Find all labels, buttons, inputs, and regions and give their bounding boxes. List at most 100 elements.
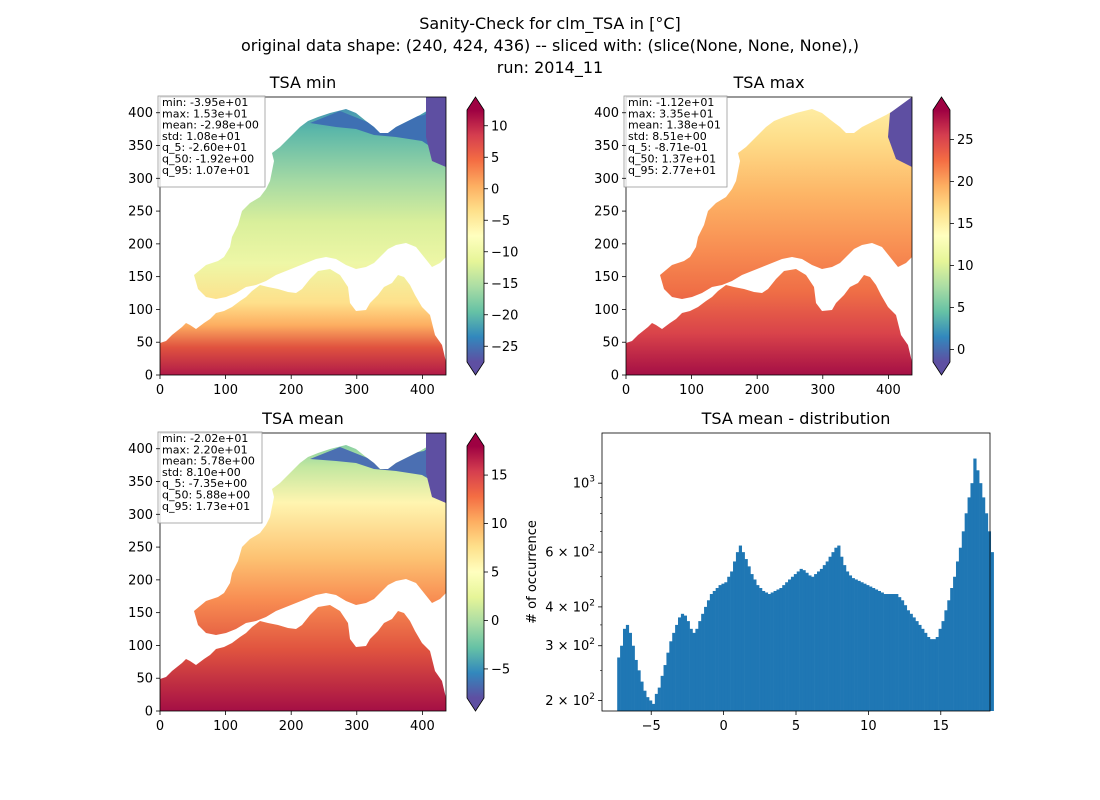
hist-ytick-label: 6 × 102 [545, 544, 595, 561]
hist-bar [802, 570, 806, 711]
hist-bar [698, 621, 702, 711]
map-max-ytick-label: 400 [594, 106, 619, 121]
hist-bar [657, 687, 661, 711]
map-mean-ytick-label: 250 [128, 541, 153, 556]
hist-bar [935, 637, 939, 711]
hist-bar [617, 657, 621, 711]
hist-bar [866, 585, 870, 711]
hist-bar [773, 590, 777, 711]
map-mean-colorbar-tick-label: −5 [491, 662, 510, 677]
hist-bar [927, 637, 931, 711]
hist-bar [990, 552, 994, 711]
map-mean-title: TSA mean [262, 409, 344, 428]
hist-bar [953, 576, 957, 711]
map-mean-xtick-label: 100 [213, 719, 238, 734]
map-mean-xtick-label: 200 [279, 719, 304, 734]
map-max-ytick-label: 350 [594, 139, 619, 154]
map-mean-stat-line: q_50: 5.88e+00 [162, 489, 250, 502]
map-mean-colorbar-tick-label: 5 [491, 566, 499, 581]
hist-bar [880, 592, 884, 711]
hist-bar [637, 670, 641, 711]
map-mean-ytick-label: 0 [145, 705, 153, 720]
hist-bar [715, 588, 719, 711]
map-min-colorbar-tick-label: −15 [491, 277, 518, 292]
map-min-colorbar-tick-label: −20 [491, 308, 518, 323]
hist-bar [741, 552, 745, 711]
hist-bar [779, 588, 783, 711]
hist-bar [955, 561, 960, 711]
map-min-colorbar-tick-label: −25 [491, 340, 518, 355]
map-mean-ytick-label: 300 [128, 508, 153, 523]
map-max-colorbar-tick-label: 15 [957, 217, 974, 232]
hist-xtick-label: 10 [860, 719, 877, 734]
hist-bar [869, 586, 873, 711]
map-max-colorbar-tick-label: 5 [957, 301, 965, 316]
map-max-colorbar-tick-label: 0 [957, 343, 965, 358]
hist-bar [793, 574, 798, 711]
hist-bar [964, 513, 968, 711]
hist-bar [738, 545, 743, 711]
map-min-ytick-label: 150 [128, 270, 153, 285]
hist-bar [816, 571, 821, 711]
map-min-colorbar-tick-label: −10 [491, 245, 518, 260]
hist-xtick-label: 15 [933, 719, 950, 734]
hist-bar [706, 600, 711, 711]
hist-bar [828, 556, 832, 711]
map-mean-colorbar: 15 10 5 0 −5 [466, 432, 510, 712]
hist-bar [660, 675, 664, 711]
map-min-ytick-label: 200 [128, 237, 153, 252]
map-max-ytick-label: 300 [594, 172, 619, 187]
hist-bar [886, 594, 890, 711]
map-mean-stat-line: std: 8.10e+00 [162, 466, 241, 479]
hist-bar [860, 582, 864, 711]
map-min-ytick-label: 350 [128, 139, 153, 154]
hist-bar [944, 610, 948, 711]
hist-bar [663, 665, 667, 711]
map-mean-colorbar-tick-label: 15 [491, 469, 508, 484]
hist-bar [918, 624, 922, 711]
map-mean-xtick-label: 0 [156, 719, 164, 734]
map-max-yaxis: 0 50 100 150 200 250 300 350 400 [594, 106, 626, 384]
hist-bar [704, 606, 708, 711]
hist-bar [628, 632, 632, 711]
hist-bar [678, 617, 682, 711]
suptitle-line-1: Sanity-Check for clm_TSA in [°C] [419, 14, 681, 33]
hist-bar [701, 613, 705, 711]
map-max-stat-line: mean: 1.38e+01 [628, 119, 721, 132]
hist-bar [654, 693, 659, 711]
hist-bar [683, 615, 687, 711]
hist-bar [767, 594, 771, 711]
suptitle-line-3: run: 2014_11 [496, 58, 604, 77]
map-mean-stat-line: q_95: 1.73e+01 [162, 500, 250, 513]
hist-bar [649, 700, 653, 711]
hist-bar [912, 617, 916, 711]
map-min-xtick-label: 300 [344, 383, 369, 398]
map-mean-ytick-label: 100 [128, 639, 153, 654]
map-max-ytick-label: 250 [594, 205, 619, 220]
map-max-ytick-label: 0 [611, 369, 619, 384]
hist-bar [796, 571, 800, 711]
map-max-title: TSA max [733, 73, 805, 92]
hist-bar [967, 497, 971, 711]
hist-xtick-label: −5 [642, 719, 661, 734]
map-min-stat-line: q_50: -1.92e+00 [162, 153, 254, 166]
hist-bar [895, 594, 899, 711]
hist-bar [822, 565, 826, 711]
map-max-xtick-label: 200 [745, 383, 770, 398]
hist-bar [845, 571, 850, 711]
map-mean-ytick-label: 50 [136, 672, 153, 687]
map-mean-xtick-label: 300 [344, 719, 369, 734]
hist-bar [785, 582, 789, 711]
hist-bar [915, 621, 919, 711]
map-max-ytick-label: 150 [594, 270, 619, 285]
hist-ylabel: # of occurrence [525, 520, 540, 624]
map-max-stat-line: q_95: 2.77e+01 [628, 164, 716, 177]
hist-bar [837, 545, 841, 711]
hist-bar [651, 703, 656, 711]
map-min-ytick-label: 300 [128, 172, 153, 187]
hist-bar [892, 594, 896, 711]
hist-bar [680, 613, 685, 711]
map-min-xtick-label: 200 [279, 383, 304, 398]
map-max-ytick-label: 200 [594, 237, 619, 252]
